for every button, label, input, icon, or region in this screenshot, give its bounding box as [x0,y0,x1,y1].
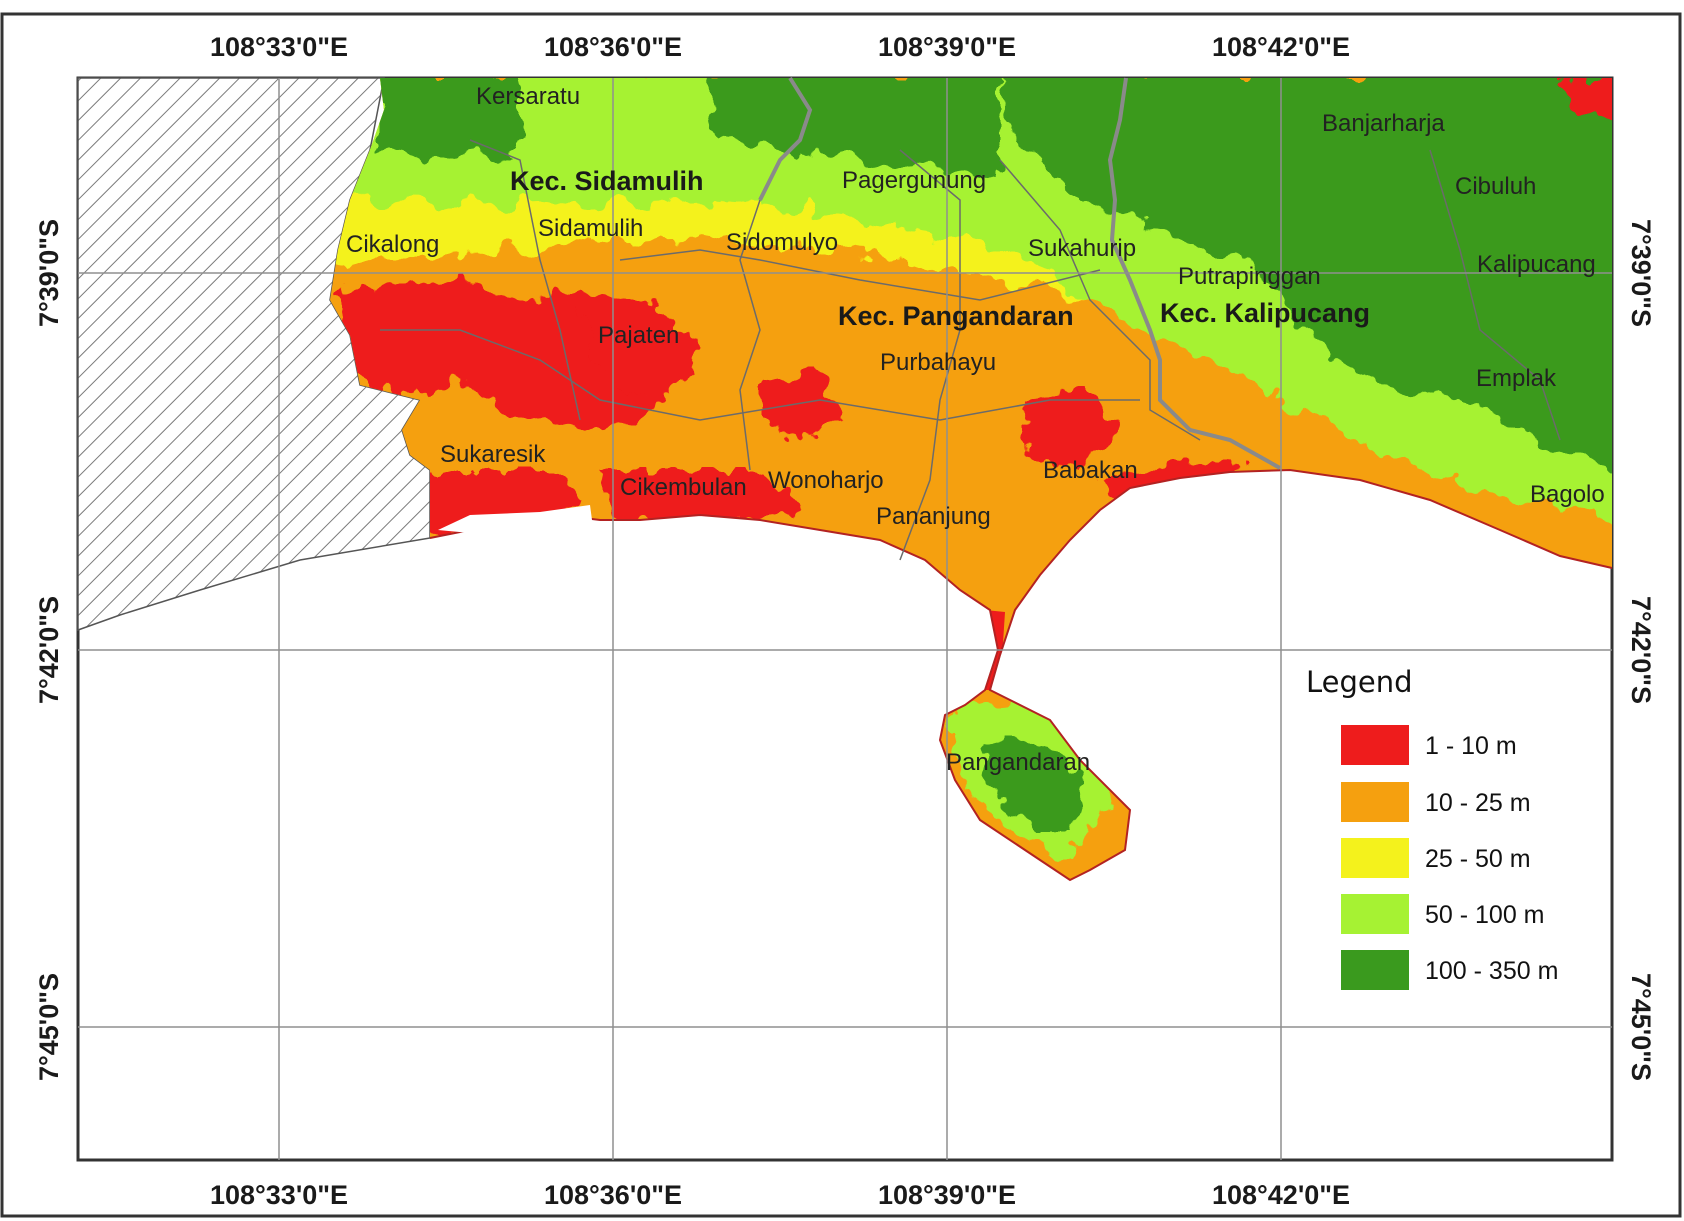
lon-label-bottom-3: 108°39'0"E [878,1180,1016,1210]
village-label-putrapinggan: Putrapinggan [1178,263,1321,290]
lon-label-top-4: 108°42'0"E [1212,32,1350,62]
legend-label-3: 25 - 50 m [1425,845,1531,873]
district-label-pangandaran: Kec. Pangandaran [838,301,1074,331]
village-label-bagolo: Bagolo [1530,481,1605,508]
village-label-babakan: Babakan [1043,457,1138,484]
village-label-pananjung: Pananjung [876,503,991,530]
lat-label-left-3: 7°45'0"S [34,973,64,1081]
legend-swatch-5 [1341,950,1409,990]
elevation-raster [330,78,1612,880]
village-label-emplak: Emplak [1476,365,1557,392]
village-label-pajaten: Pajaten [598,322,679,349]
legend-swatch-3 [1341,838,1409,878]
river [758,76,1281,470]
village-label-purbahayu: Purbahayu [880,349,996,376]
lat-label-right-1: 7°39'0"S [1626,219,1656,327]
village-label-sidamulih: Sidamulih [538,215,643,242]
village-label-cikembulan: Cikembulan [620,474,747,501]
legend-swatch-4 [1341,894,1409,934]
district-boundaries [380,139,1561,561]
village-label-kersaratu: Kersaratu [476,83,580,110]
legend-title: Legend [1306,665,1413,699]
legend-label-5: 100 - 350 m [1425,957,1558,985]
coastline [429,468,1613,882]
village-label-wonoharjo: Wonoharjo [768,467,884,494]
lon-label-bottom-1: 108°33'0"E [210,1180,348,1210]
village-label-sidomulyo: Sidomulyo [726,229,838,256]
lat-label-right-2: 7°42'0"S [1626,596,1656,704]
legend-swatch-1 [1341,725,1409,765]
lat-label-left-1: 7°39'0"S [34,219,64,327]
village-label-pagergunung: Pagergunung [842,167,986,194]
lon-label-bottom-2: 108°36'0"E [544,1180,682,1210]
lat-label-left-2: 7°42'0"S [34,596,64,704]
lagoon [438,505,592,533]
legend-swatch-2 [1341,782,1409,822]
legend: Legend 1 - 10 m 10 - 25 m 25 - 50 m 50 -… [1306,665,1558,990]
lon-label-bottom-4: 108°42'0"E [1212,1180,1350,1210]
lon-label-top-2: 108°36'0"E [544,32,682,62]
village-label-sukahurip: Sukahurip [1028,235,1136,262]
village-label-sukaresik: Sukaresik [440,441,546,468]
district-label-kalipucang: Kec. Kalipucang [1160,298,1370,328]
legend-label-4: 50 - 100 m [1425,901,1545,929]
graticule [78,78,1612,1160]
lon-label-top-1: 108°33'0"E [210,32,348,62]
village-label-banjarharja: Banjarharja [1322,110,1445,137]
village-label-cikalong: Cikalong [346,231,439,258]
village-label-pangandaran: Pangandaran [946,749,1090,776]
village-label-cibuluh: Cibuluh [1455,173,1536,200]
legend-label-1: 1 - 10 m [1425,732,1517,760]
district-label-sidamulih: Kec. Sidamulih [510,166,704,196]
lat-label-right-3: 7°45'0"S [1626,973,1656,1081]
legend-label-2: 10 - 25 m [1425,789,1531,817]
village-label-kalipucang: Kalipucang [1477,251,1596,278]
lon-label-top-3: 108°39'0"E [878,32,1016,62]
